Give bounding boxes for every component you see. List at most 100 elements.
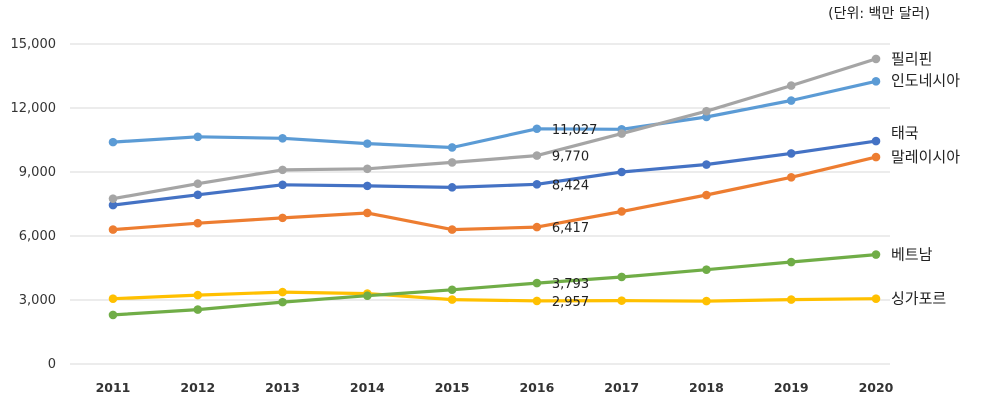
data-point (447, 143, 457, 152)
data-point (278, 180, 287, 190)
data-point (702, 106, 711, 116)
data-point (786, 149, 796, 158)
y-tick-label: 9,000 (19, 165, 56, 180)
series-line (111, 253, 878, 317)
data-point (786, 81, 796, 90)
data-point (702, 190, 711, 200)
data-point (108, 200, 118, 210)
data-point (871, 250, 881, 259)
data-point (871, 136, 881, 146)
series-line (111, 57, 878, 201)
data-point (532, 278, 542, 288)
data-point (702, 296, 711, 306)
x-tick-label: 2014 (350, 380, 385, 395)
data-point (363, 139, 372, 148)
x-tick-label: 2017 (604, 380, 639, 395)
data-label: 6,417 (552, 221, 589, 236)
data-point (363, 291, 372, 301)
data-label: 3,793 (552, 277, 589, 292)
data-point (447, 225, 457, 234)
series-label: 싱가포르 (891, 290, 946, 308)
y-tick-label: 12,000 (11, 101, 57, 116)
data-point (108, 194, 118, 203)
x-tick-label: 2019 (774, 380, 809, 395)
data-point (278, 287, 287, 297)
x-tick-label: 2011 (96, 380, 131, 395)
series-label: 베트남 (891, 246, 933, 264)
data-point (786, 257, 796, 267)
x-tick-label: 2015 (435, 380, 470, 395)
y-tick-label: 15,000 (11, 37, 57, 52)
data-point (532, 296, 542, 306)
data-point (532, 124, 542, 134)
x-tick-label: 2013 (265, 380, 300, 395)
data-point (193, 179, 203, 189)
data-point (278, 297, 287, 307)
data-point (193, 132, 203, 142)
series-label: 인도네시아 (891, 71, 960, 89)
y-tick-label: 3,000 (19, 293, 56, 308)
series-points (108, 54, 881, 320)
series-lines (111, 57, 878, 317)
data-point (786, 173, 796, 182)
data-point (871, 294, 881, 304)
data-labels: 11,027 9,770 8,424 6,417 3,793 2,957 (552, 123, 598, 310)
data-point (108, 225, 118, 234)
series-line (111, 155, 878, 232)
data-point (108, 294, 118, 304)
x-tick-label: 2020 (859, 380, 894, 395)
data-label: 8,424 (552, 178, 589, 193)
series-label: 필리핀 (891, 50, 932, 68)
data-point (617, 296, 626, 305)
data-point (278, 133, 287, 143)
data-point (532, 179, 542, 189)
data-point (447, 158, 457, 167)
data-point (617, 207, 626, 216)
data-point (363, 164, 372, 174)
gridlines (70, 43, 890, 365)
series-line (111, 139, 878, 207)
data-point (871, 54, 881, 64)
data-point (278, 165, 287, 175)
series-line (111, 79, 878, 150)
data-point (786, 96, 796, 105)
data-point (702, 160, 711, 169)
data-point (363, 181, 372, 191)
data-point (532, 151, 542, 160)
unit-note: (단위: 백만 달러) (828, 6, 930, 22)
y-axis-ticks: 0 3,000 6,000 9,000 12,000 15,000 (11, 37, 57, 372)
x-tick-label: 2016 (519, 380, 554, 395)
data-point (278, 213, 287, 223)
data-point (447, 285, 457, 295)
data-point (617, 129, 626, 138)
data-point (193, 290, 203, 300)
data-point (447, 295, 457, 304)
x-tick-label: 2018 (689, 380, 724, 395)
data-point (617, 272, 626, 282)
data-point (786, 295, 796, 304)
y-tick-label: 6,000 (19, 229, 56, 244)
data-point (617, 167, 626, 177)
data-point (193, 305, 203, 314)
data-point (108, 310, 118, 320)
y-tick-label: 0 (48, 357, 56, 372)
data-point (871, 152, 881, 162)
data-point (363, 208, 372, 218)
data-point (871, 77, 881, 86)
data-point (193, 190, 203, 200)
x-axis-ticks: 2011 2012 2013 2014 2015 2016 2017 2018 2019 2020 (96, 380, 894, 395)
data-label: 11,027 (552, 123, 598, 138)
x-tick-label: 2012 (180, 380, 215, 395)
series-line (111, 290, 878, 303)
data-point (702, 265, 711, 275)
series-label: 말레이시아 (891, 148, 960, 166)
data-point (447, 183, 457, 192)
data-label: 9,770 (552, 150, 589, 165)
data-point (193, 218, 203, 228)
data-label: 2,957 (552, 295, 589, 310)
data-point (108, 137, 118, 147)
series-label: 태국 (891, 124, 919, 142)
data-point (532, 222, 542, 232)
